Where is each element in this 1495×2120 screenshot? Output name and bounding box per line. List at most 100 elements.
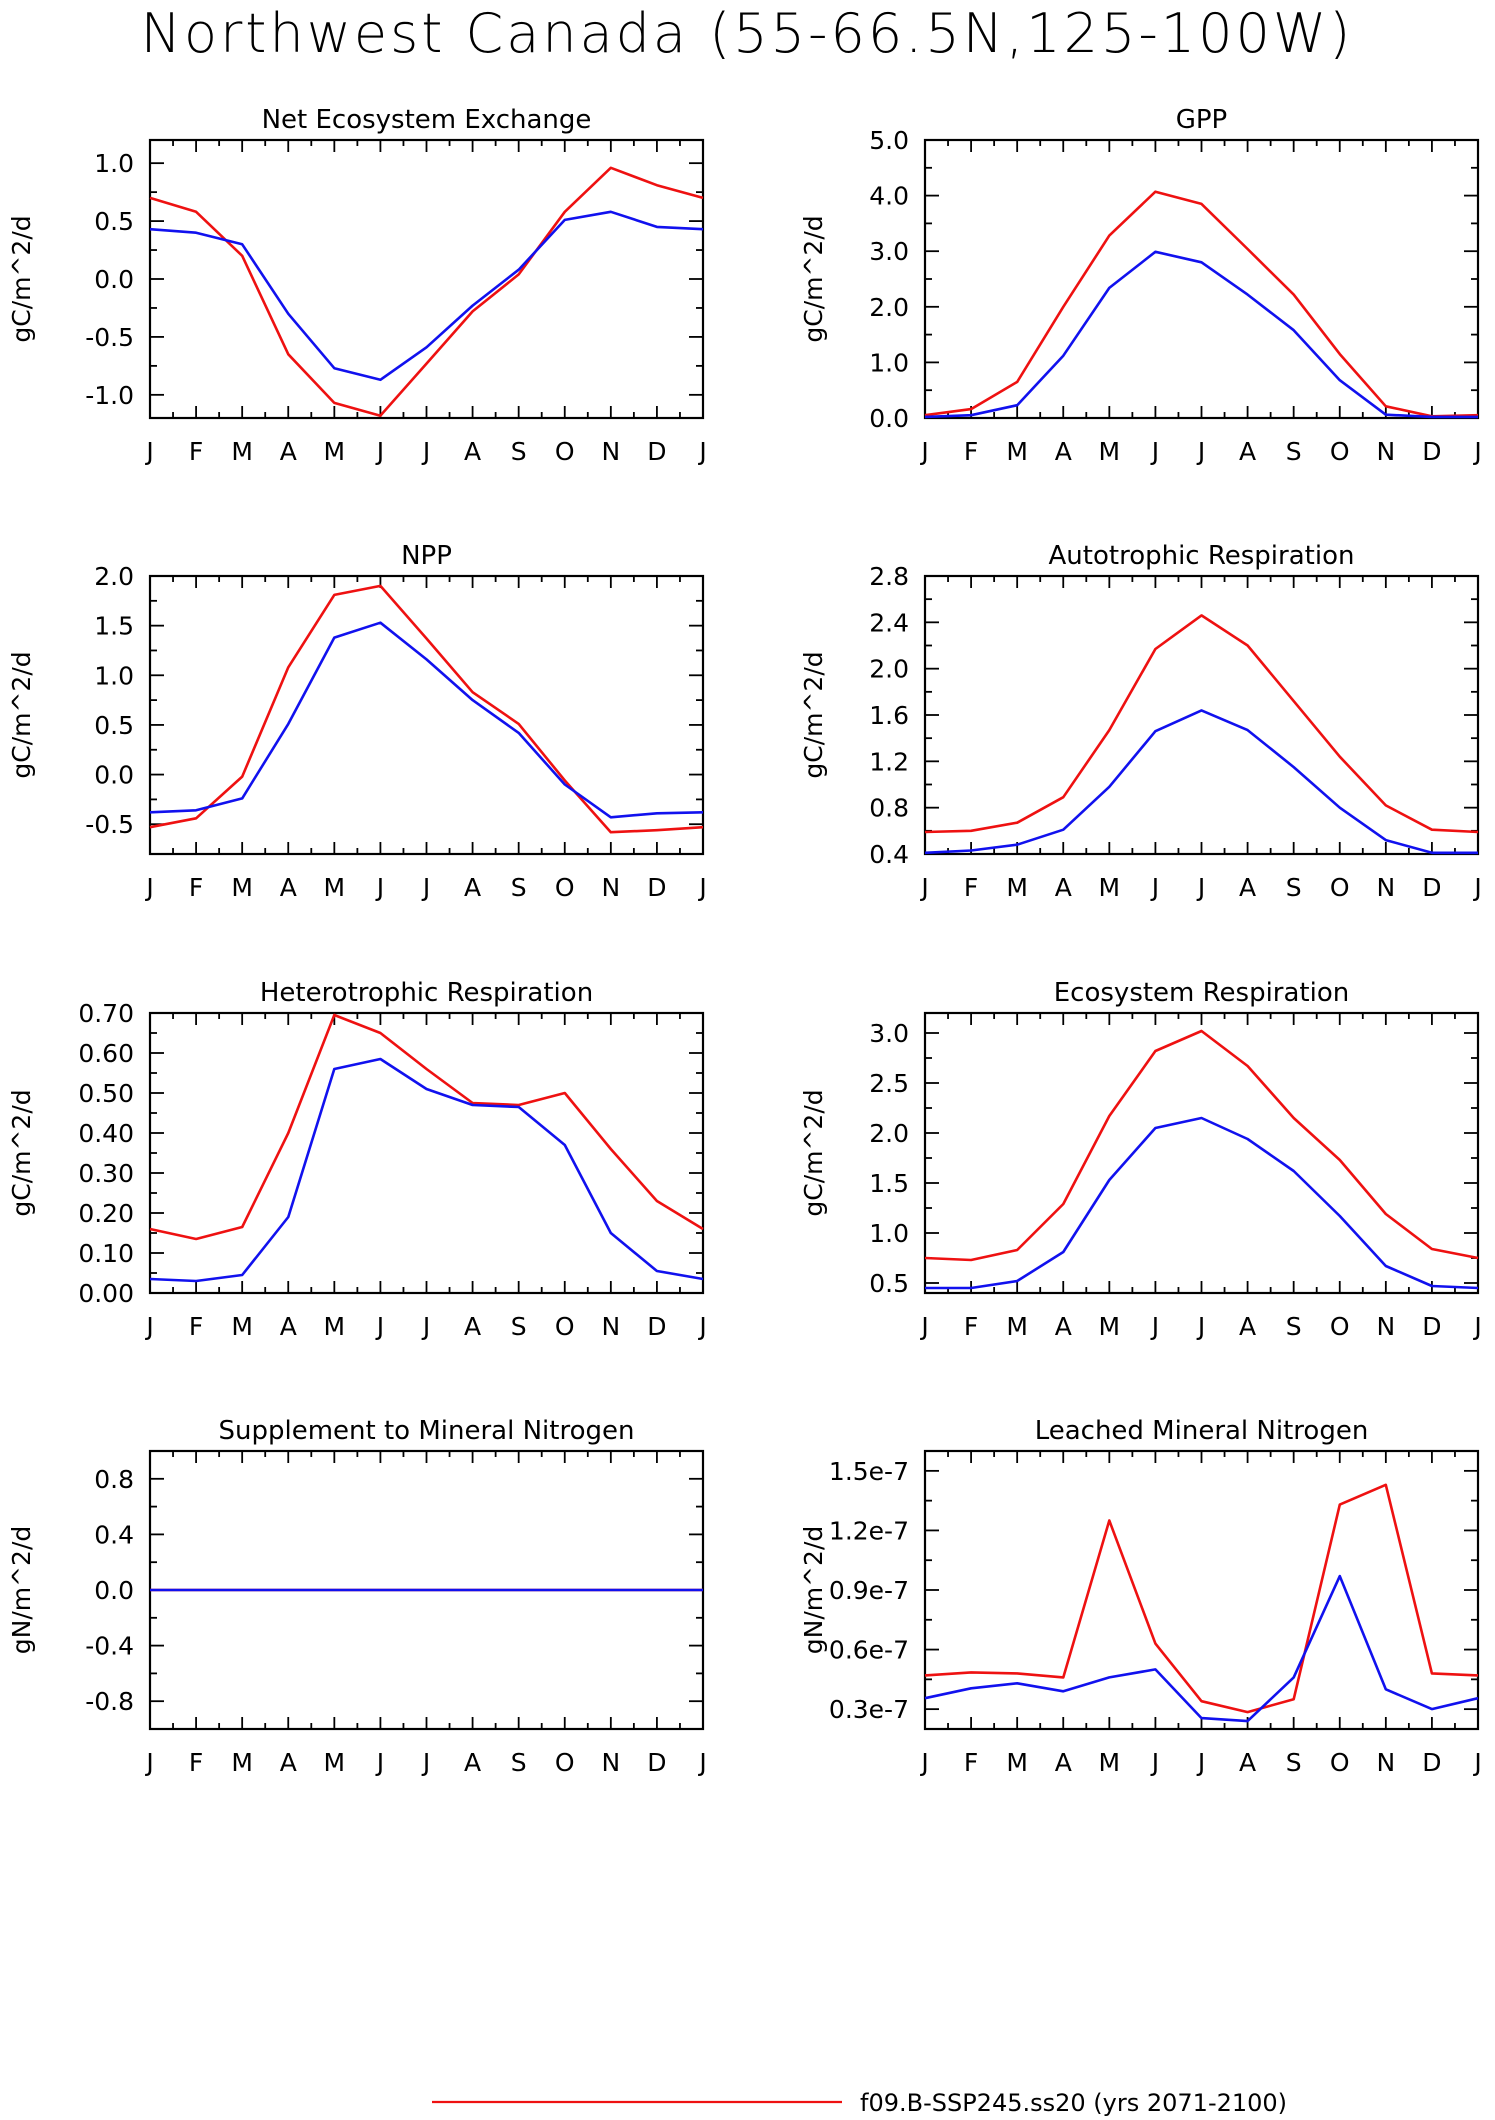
x-tick-label: M (231, 873, 253, 902)
y-ticks (150, 1012, 703, 1294)
x-tick-label: S (511, 437, 527, 466)
y-ticks (925, 139, 1478, 419)
chart-panel-8: J F M A M J J A S O N D J0.3e-70.6e-70.9e-71.2e-71.5… (799, 1416, 1482, 1777)
y-tick-label: 0.0 (869, 404, 909, 433)
x-tick-label: N (601, 1312, 620, 1341)
x-tick-label: J (697, 873, 706, 902)
y-tick-label: 0.5 (94, 207, 134, 236)
y-tick-label: 0.4 (94, 1520, 134, 1549)
x-tick-label: O (1330, 1748, 1350, 1777)
x-tick-label: J (1150, 437, 1159, 466)
y-axis-label: gC/m^2/d (799, 651, 828, 778)
x-tick-label: J (1196, 873, 1205, 902)
x-tick-label: J (1196, 1312, 1205, 1341)
x-tick-label: J (375, 1748, 384, 1777)
series-line-1 (924, 1483, 1479, 1714)
x-tick-label: D (647, 873, 666, 902)
x-tick-label: D (1422, 437, 1441, 466)
chart-panel-2: J F M A M J J A S O N D J0.01.02.03.04.05.0GPPgC/m^2… (799, 105, 1482, 466)
x-tick-label: A (1239, 437, 1256, 466)
x-tick-label: J (1472, 437, 1481, 466)
x-tick-label: S (511, 1748, 527, 1777)
y-axis-label: gC/m^2/d (799, 1089, 828, 1216)
y-tick-label: 1.2 (869, 747, 909, 776)
chart-title: Leached Mineral Nitrogen (1035, 1416, 1369, 1446)
x-tick-label: J (697, 437, 706, 466)
y-tick-label: 1.0 (869, 348, 909, 377)
y-tick-label: 1.0 (94, 661, 134, 690)
series-line-1 (149, 1013, 704, 1241)
chart-panel-6: J F M A M J J A S O N D J0.51.01.52.02.53.0Ecosystem… (799, 978, 1482, 1341)
series-line-2 (924, 250, 1478, 419)
x-tick-label: F (964, 1312, 978, 1341)
x-tick-label: N (1376, 1748, 1395, 1777)
y-tick-label: 2.0 (869, 1119, 909, 1148)
x-tick-label: A (1239, 1748, 1256, 1777)
x-tick-label: D (1422, 1748, 1441, 1777)
x-tick-label: J (1150, 1312, 1159, 1341)
x-tick-label: N (1376, 437, 1395, 466)
y-axis-label: gC/m^2/d (799, 215, 828, 342)
x-tick-label: M (231, 1312, 253, 1341)
y-tick-label: 0.00 (78, 1279, 134, 1308)
x-tick-label: J (1472, 1312, 1481, 1341)
y-tick-label: 0.0 (94, 265, 134, 294)
x-tick-label: J (375, 437, 384, 466)
x-tick-label: J (144, 873, 153, 902)
y-ticks (925, 1469, 1478, 1711)
y-axis-label: gN/m^2/d (7, 1526, 36, 1655)
x-tick-label: S (1286, 873, 1302, 902)
x-tick-label: J (919, 1312, 928, 1341)
x-tick-label: J (1150, 873, 1159, 902)
y-tick-label: 0.0 (94, 761, 134, 790)
y-tick-label: 1.0 (869, 1219, 909, 1248)
plot-frame (923, 138, 1480, 420)
x-tick-label: O (555, 873, 575, 902)
y-axis-label: gC/m^2/d (7, 215, 36, 342)
x-tick-label: O (1330, 1312, 1350, 1341)
y-tick-label: 0.5 (94, 711, 134, 740)
x-tick-label: A (464, 1312, 481, 1341)
x-tick-label: A (464, 873, 481, 902)
series-line-1 (924, 614, 1479, 834)
x-tick-label: A (464, 437, 481, 466)
x-tick-label: J (1150, 1748, 1159, 1777)
x-tick-label: F (964, 437, 978, 466)
y-tick-label: 2.4 (869, 608, 909, 637)
x-tick-label: A (1055, 1312, 1072, 1341)
plot-frame (148, 1011, 705, 1295)
series-line-1 (924, 190, 1479, 418)
x-tick-label: J (1472, 1748, 1481, 1777)
x-tick-label: J (375, 873, 384, 902)
y-tick-label: 0.40 (78, 1119, 134, 1148)
chart-panel-5: J F M A M J J A S O N D J0.000.100.200.300.400.500.6… (7, 978, 707, 1341)
series-line-2 (149, 210, 704, 382)
y-axis-label: gN/m^2/d (799, 1526, 828, 1655)
x-tick-label: S (1286, 1312, 1302, 1341)
y-tick-label: 0.5 (869, 1269, 909, 1298)
y-tick-label: 2.0 (94, 562, 134, 591)
y-ticks (150, 162, 703, 396)
y-axis-label: gC/m^2/d (7, 1089, 36, 1216)
y-tick-label: 2.0 (869, 293, 909, 322)
chart-panel-3: J F M A M J J A S O N D J-0.50.00.51.01.52.0NPPgC/m^… (7, 541, 707, 902)
chart-title: Supplement to Mineral Nitrogen (219, 1416, 635, 1446)
series-line-2 (924, 1574, 1479, 1723)
series-line-1 (924, 1029, 1479, 1262)
series-line-1 (149, 584, 704, 834)
y-tick-label: 4.0 (869, 182, 909, 211)
x-ticks (149, 576, 704, 854)
x-tick-label: J (144, 437, 153, 466)
y-tick-label: 0.0 (94, 1576, 134, 1605)
y-ticks (150, 575, 703, 826)
y-tick-label: -0.5 (85, 323, 134, 352)
x-tick-label: N (601, 873, 620, 902)
x-tick-label: J (697, 1312, 706, 1341)
x-tick-label: D (647, 1312, 666, 1341)
y-tick-label: 1.5e-7 (829, 1457, 909, 1486)
x-ticks (149, 1451, 704, 1729)
x-tick-label: M (1099, 1748, 1121, 1777)
x-tick-label: M (324, 1312, 346, 1341)
